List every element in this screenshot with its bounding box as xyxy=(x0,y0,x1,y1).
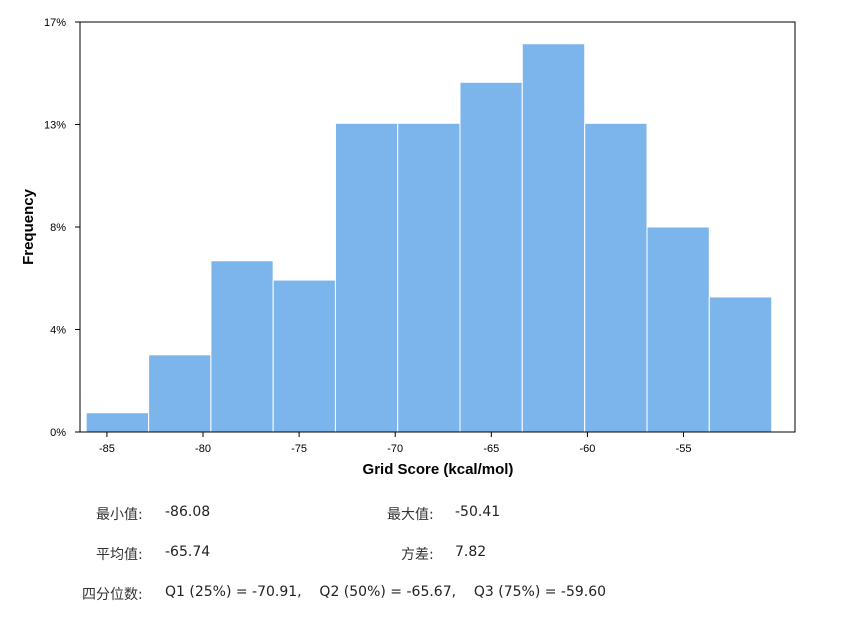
histogram-bar xyxy=(646,226,710,433)
histogram-bar xyxy=(584,122,648,433)
x-axis-ticks: -85 -80 -75 -70 -65 -60 -55 xyxy=(99,432,692,455)
histogram-bar xyxy=(85,412,150,433)
histogram-bar xyxy=(210,260,274,433)
quartile-label: 四分位数: xyxy=(82,587,143,603)
x-tick-label: -80 xyxy=(195,443,211,455)
x-tick-label: -55 xyxy=(676,443,692,455)
histogram-bar xyxy=(708,296,773,433)
y-tick-label: 0% xyxy=(50,427,66,439)
variance-value: 7.82 xyxy=(455,544,487,560)
y-tick-label: 13% xyxy=(44,120,66,132)
max-label: 最大值: xyxy=(387,507,434,523)
histogram-bar xyxy=(272,279,336,433)
min-label: 最小值: xyxy=(96,507,143,523)
histogram-bar xyxy=(521,43,586,433)
min-value: -86.08 xyxy=(165,504,211,520)
mean-label: 平均值: xyxy=(96,547,143,563)
y-axis-ticks: 0% 4% 8% 13% 17% xyxy=(44,17,80,439)
max-value: -50.41 xyxy=(455,504,501,520)
histogram-bars xyxy=(85,43,773,433)
x-tick-label: -85 xyxy=(99,443,115,455)
y-tick-label: 8% xyxy=(50,222,66,234)
histogram-chart: 0% 4% 8% 13% 17% -85 -80 -75 -70 -65 -60 -55 Grid … xyxy=(20,17,796,478)
quartile-value: Q1 (25%) = -70.91, Q2 (50%) = -65.67, Q3… xyxy=(165,584,607,600)
y-axis-label: Frequency xyxy=(20,188,37,265)
variance-label: 方差: xyxy=(401,547,434,563)
y-tick-label: 17% xyxy=(44,17,66,29)
y-tick-label: 4% xyxy=(50,325,66,337)
histogram-bar xyxy=(397,122,461,433)
x-tick-label: -70 xyxy=(387,443,403,455)
histogram-bar xyxy=(459,81,523,433)
histogram-bar xyxy=(334,122,399,433)
x-tick-label: -60 xyxy=(579,443,595,455)
x-tick-label: -65 xyxy=(483,443,499,455)
x-axis-label: Grid Score (kcal/mol) xyxy=(363,461,514,478)
histogram-bar xyxy=(148,354,212,433)
mean-value: -65.74 xyxy=(165,544,211,560)
x-tick-label: -75 xyxy=(291,443,307,455)
